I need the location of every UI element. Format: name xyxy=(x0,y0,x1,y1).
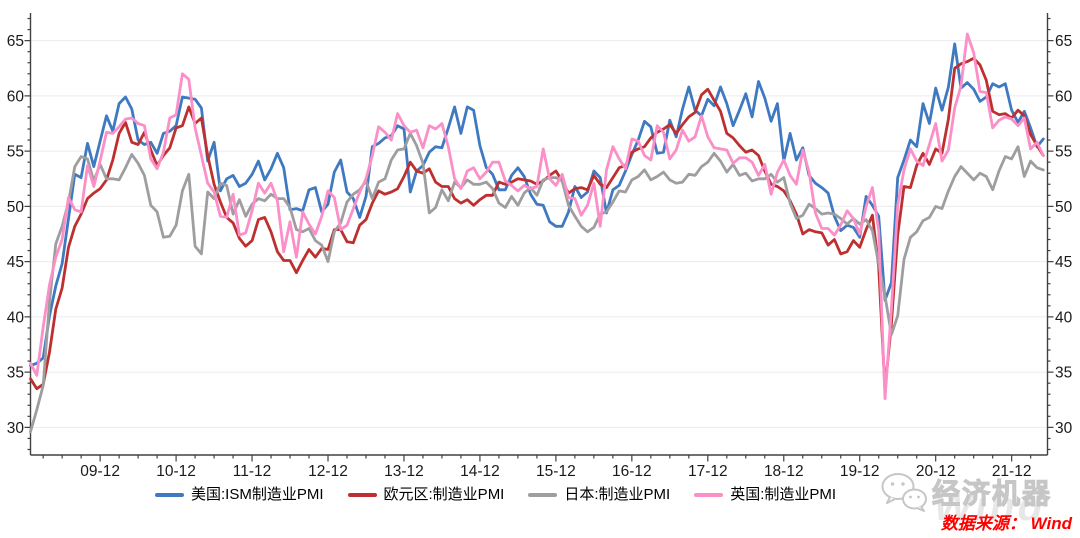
svg-text:60: 60 xyxy=(7,88,25,105)
svg-text:60: 60 xyxy=(1055,88,1073,105)
legend-item-uk: 英国:制造业PMI xyxy=(694,486,836,504)
svg-text:65: 65 xyxy=(7,33,24,50)
svg-text:16-12: 16-12 xyxy=(612,463,652,480)
logo-text: 经济机器 xyxy=(931,478,1053,510)
svg-text:35: 35 xyxy=(1055,365,1072,382)
series-line-uk xyxy=(29,32,1045,401)
wind-watermark: Wind xyxy=(934,483,1046,529)
svg-text:45: 45 xyxy=(7,254,24,271)
legend-line-swatch-eurozone xyxy=(347,493,377,497)
svg-text:12-12: 12-12 xyxy=(308,463,348,480)
legend-label-uk: 英国:制造业PMI xyxy=(730,486,837,503)
legend-line-swatch-uk xyxy=(694,493,724,497)
legend-item-us: 美国:ISM制造业PMI xyxy=(155,486,324,504)
legend-line-swatch-us xyxy=(155,493,184,497)
svg-text:40: 40 xyxy=(7,309,25,326)
legend-label-japan: 日本:制造业PMI xyxy=(564,486,671,503)
svg-text:13-12: 13-12 xyxy=(384,463,424,480)
svg-text:30: 30 xyxy=(7,420,25,437)
legend-line-swatch-japan xyxy=(528,493,558,497)
legend-label-eurozone: 欧元区:制造业PMI xyxy=(383,486,505,503)
svg-text:55: 55 xyxy=(1055,144,1072,161)
svg-text:50: 50 xyxy=(7,199,25,216)
svg-text:40: 40 xyxy=(1055,309,1073,326)
svg-text:35: 35 xyxy=(7,365,24,382)
chat-bubbles-logo-icon xyxy=(881,473,927,512)
data-source-note: 数据来源： Wind xyxy=(940,514,1072,533)
svg-text:09-12: 09-12 xyxy=(80,463,120,480)
svg-text:20-12: 20-12 xyxy=(916,463,956,480)
svg-text:45: 45 xyxy=(1055,254,1072,271)
svg-text:10-12: 10-12 xyxy=(156,463,196,480)
svg-text:11-12: 11-12 xyxy=(233,463,272,480)
svg-text:55: 55 xyxy=(7,144,24,161)
svg-text:65: 65 xyxy=(1055,33,1072,50)
svg-text:17-12: 17-12 xyxy=(688,463,728,480)
svg-text:14-12: 14-12 xyxy=(460,463,500,480)
series-line-japan xyxy=(29,131,1045,434)
legend-item-japan: 日本:制造业PMI xyxy=(528,486,670,504)
publisher-logo: 经济机器 xyxy=(880,472,1052,512)
legend-label-us: 美国:ISM制造业PMI xyxy=(191,486,324,503)
svg-text:19-12: 19-12 xyxy=(840,463,880,480)
chart-plot-area: 30 30 35 35 40 40 45 45 50 50 55 55 60 60 65 65 09-12 10-… xyxy=(7,13,1073,480)
series-line-eurozone xyxy=(29,56,1045,392)
legend-item-eurozone: 欧元区:制造业PMI xyxy=(347,486,505,504)
svg-text:15-12: 15-12 xyxy=(536,463,576,480)
chart-legend: 美国:ISM制造业PMI 欧元区:制造业PMI 日本:制造业PMI 英国:制造业… xyxy=(155,486,836,504)
svg-text:50: 50 xyxy=(1055,199,1073,216)
svg-text:21-12: 21-12 xyxy=(992,463,1032,480)
svg-text:18-12: 18-12 xyxy=(764,463,804,480)
svg-text:30: 30 xyxy=(1055,420,1073,437)
